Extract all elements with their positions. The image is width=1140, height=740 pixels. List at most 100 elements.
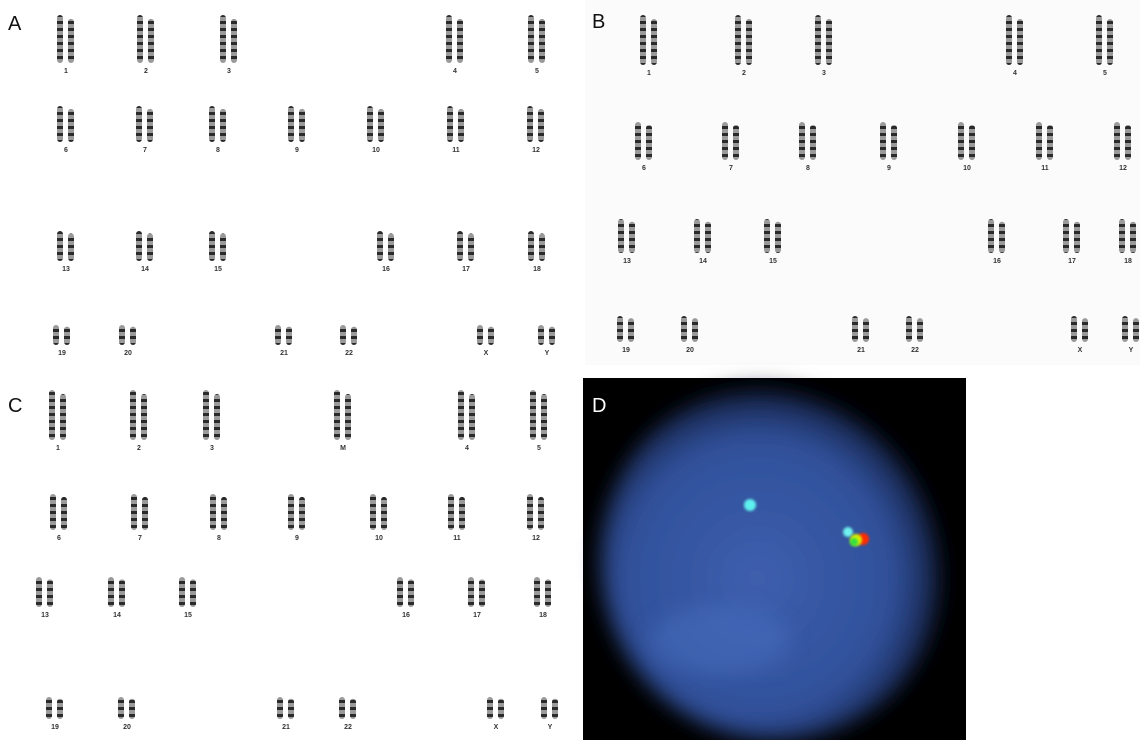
chromosome <box>209 106 215 142</box>
chromosome <box>1119 219 1125 253</box>
chromosome <box>119 325 125 345</box>
chromosome <box>527 106 533 142</box>
chromosome <box>60 394 66 440</box>
chromosome <box>1096 15 1102 65</box>
chromosome <box>539 233 545 261</box>
chromosome <box>1036 122 1042 160</box>
chromosome-label: 7 <box>143 147 147 154</box>
chromosome <box>815 15 821 65</box>
chromosome-label: 7 <box>138 535 142 542</box>
chromosome-label: 8 <box>216 147 220 154</box>
chromosome <box>147 233 153 261</box>
chromosome <box>746 19 752 65</box>
chromosome <box>618 219 624 253</box>
chromosome <box>49 390 55 440</box>
chromosome <box>810 125 816 160</box>
chromosome <box>694 219 700 253</box>
chromosome <box>220 109 226 142</box>
chromosome-label: 17 <box>1068 258 1076 265</box>
chromosome <box>722 122 728 160</box>
chromosome <box>381 497 387 530</box>
chromosome-label: 20 <box>123 724 131 731</box>
chromosome-label: Y <box>548 724 553 731</box>
chromosome-label: 21 <box>280 350 288 357</box>
cyan-signal <box>744 499 756 511</box>
chromosome <box>534 577 540 607</box>
chromosome <box>468 233 474 261</box>
chromosome <box>210 494 216 530</box>
chromosome <box>209 231 215 261</box>
chromosome <box>852 316 858 342</box>
chromosome <box>1063 219 1069 253</box>
figure: A B C D 12345678910111213141516171819202… <box>0 0 1140 740</box>
chromosome-label: 22 <box>344 724 352 731</box>
chromosome-label: 7 <box>729 165 733 172</box>
chromosome <box>370 494 376 530</box>
chromosome <box>388 233 394 261</box>
chromosome <box>1082 318 1088 342</box>
chromosome <box>446 15 452 63</box>
chromosome <box>528 231 534 261</box>
chromosome <box>628 318 634 342</box>
chromosome-label: X <box>484 350 489 357</box>
chromosome-label: 14 <box>113 612 121 619</box>
chromosome <box>528 15 534 63</box>
chromosome <box>61 497 67 530</box>
chromosome <box>220 15 226 63</box>
chromosome <box>705 222 711 253</box>
chromosome <box>530 390 536 440</box>
chromosome <box>108 577 114 607</box>
chromosome-label: X <box>494 724 499 731</box>
chromosome-label: 19 <box>58 350 66 357</box>
chromosome <box>136 231 142 261</box>
chromosome-label: 11 <box>453 535 461 542</box>
chromosome <box>1074 222 1080 253</box>
chromosome-label: 3 <box>210 445 214 452</box>
chromosome <box>458 109 464 142</box>
chromosome <box>221 497 227 530</box>
chromosome <box>334 390 340 440</box>
chromosome <box>1107 19 1113 65</box>
chromosome <box>118 697 124 719</box>
chromosome-label: 16 <box>382 266 390 273</box>
chromosome-label: 16 <box>402 612 410 619</box>
cyan-signal <box>843 527 853 537</box>
chromosome <box>552 699 558 719</box>
chromosome <box>299 109 305 142</box>
chromosome <box>969 125 975 160</box>
chromosome <box>447 106 453 142</box>
chromosome <box>397 577 403 607</box>
chromosome-label: 1 <box>56 445 60 452</box>
chromosome <box>457 231 463 261</box>
chromosome <box>141 394 147 440</box>
chromosome <box>458 390 464 440</box>
chromosome-label: 17 <box>462 266 470 273</box>
chromosome <box>46 697 52 719</box>
chromosome <box>345 394 351 440</box>
chromosome-label: 15 <box>184 612 192 619</box>
chromosome <box>735 15 741 65</box>
chromosome <box>477 325 483 345</box>
chromosome <box>538 325 544 345</box>
chromosome <box>692 318 698 342</box>
chromosome-label: 13 <box>41 612 49 619</box>
chromosome-label: 3 <box>822 70 826 77</box>
chromosome <box>408 579 414 607</box>
chromosome <box>1133 318 1139 342</box>
chromosome <box>764 219 770 253</box>
chromosome-label: 2 <box>144 68 148 75</box>
chromosome-label: 22 <box>911 347 919 354</box>
chromosome <box>999 222 1005 253</box>
chromosome <box>538 109 544 142</box>
chromosome <box>646 125 652 160</box>
chromosome <box>539 19 545 63</box>
chromosome-label: 22 <box>345 350 353 357</box>
chromosome <box>68 233 74 261</box>
chromosome-label: 6 <box>642 165 646 172</box>
chromosome-label: 18 <box>533 266 541 273</box>
chromosome-label: 15 <box>769 258 777 265</box>
chromosome <box>457 19 463 63</box>
figure-canvas: A B C D 12345678910111213141516171819202… <box>0 0 1140 740</box>
chromosome <box>681 316 687 342</box>
chromosome <box>469 394 475 440</box>
